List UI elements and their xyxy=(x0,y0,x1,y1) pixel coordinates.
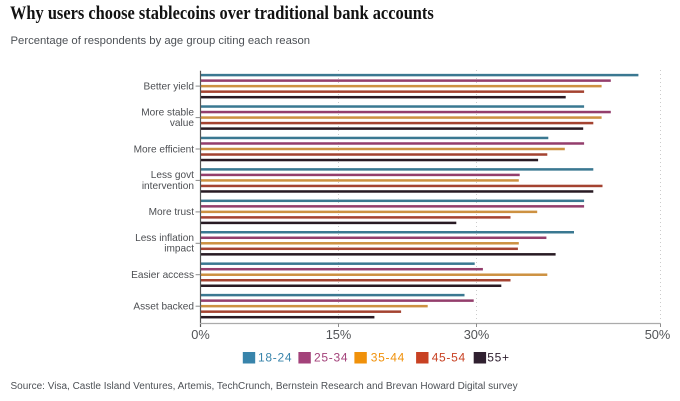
svg-text:18-24: 18-24 xyxy=(258,351,292,365)
svg-text:30%: 30% xyxy=(464,327,490,342)
svg-text:50%: 50% xyxy=(645,327,671,342)
svg-text:More efficient: More efficient xyxy=(134,144,195,155)
svg-text:Better yield: Better yield xyxy=(144,81,195,92)
svg-text:25-34: 25-34 xyxy=(314,351,348,365)
svg-text:value: value xyxy=(170,118,195,129)
svg-text:More stable: More stable xyxy=(141,107,194,118)
svg-text:Easier access: Easier access xyxy=(131,270,194,281)
svg-text:Less govt: Less govt xyxy=(151,170,194,181)
svg-text:impact: impact xyxy=(164,244,194,255)
svg-text:55+: 55+ xyxy=(487,351,509,365)
svg-text:intervention: intervention xyxy=(142,181,194,192)
svg-text:35-44: 35-44 xyxy=(371,351,405,365)
svg-text:Asset backed: Asset backed xyxy=(133,302,194,313)
svg-text:0%: 0% xyxy=(191,327,210,342)
svg-text:More trust: More trust xyxy=(149,207,195,218)
svg-text:45-54: 45-54 xyxy=(432,351,466,365)
svg-text:Less inflation: Less inflation xyxy=(135,233,194,244)
svg-text:15%: 15% xyxy=(326,327,352,342)
